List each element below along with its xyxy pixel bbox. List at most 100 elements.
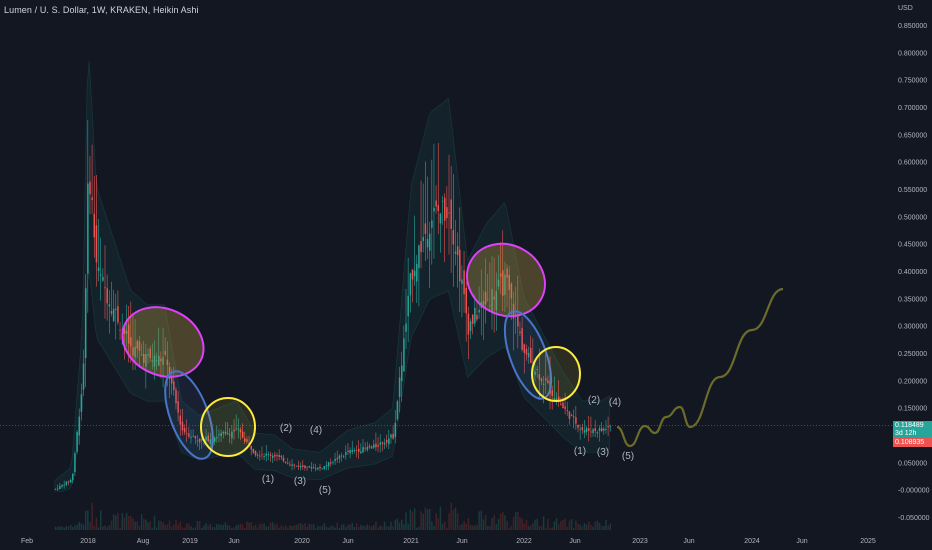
x-tick-label: Jun [342, 538, 353, 545]
volume-bar [140, 514, 143, 530]
volume-bar [598, 522, 601, 530]
candle-body [95, 225, 98, 263]
y-tick-label: 0.850000 [898, 23, 927, 30]
chart-title: Lumen / U. S. Dollar, 1W, KRAKEN, Heikin… [4, 5, 199, 15]
volume-bar [469, 524, 472, 530]
candle-body [381, 442, 384, 444]
volume-bar [499, 513, 502, 530]
y-tick-label: 0.800000 [898, 50, 927, 57]
candle-body [61, 484, 63, 487]
candle-body [89, 181, 91, 195]
y-tick-label: 0.400000 [898, 269, 927, 276]
candle-body [385, 440, 388, 443]
candle-body [523, 344, 526, 353]
volume-bar [108, 525, 111, 530]
volume-bar [224, 522, 227, 530]
volume-bar [416, 527, 418, 530]
volume-bar [560, 521, 562, 530]
candle-body [177, 401, 179, 413]
wave-label: (5) [319, 485, 331, 496]
candle-body [465, 287, 467, 314]
candle-body [244, 438, 246, 442]
volume-bar [222, 524, 225, 530]
volume-bar [495, 524, 498, 530]
volume-bar [342, 524, 345, 530]
candle-body [74, 453, 76, 473]
volume-bar [551, 527, 553, 530]
candle-body [269, 454, 272, 456]
volume-bar [99, 510, 102, 530]
candle-body [474, 307, 476, 324]
volume-bar [235, 525, 237, 530]
candle-body [394, 422, 397, 438]
volume-bar [547, 519, 549, 530]
candle-body [332, 462, 334, 463]
candle-body [529, 347, 532, 363]
volume-bar [321, 526, 323, 530]
candle-body [547, 380, 549, 383]
candle-body [190, 436, 192, 438]
candle-body [112, 308, 115, 322]
wave-label: (2) [280, 423, 292, 434]
candle-body [482, 301, 485, 308]
volume-bar [162, 522, 164, 530]
candle-body [259, 455, 261, 457]
candle-body [63, 484, 65, 486]
candle-body [370, 446, 373, 449]
candle-body [441, 200, 444, 202]
candle-body [420, 241, 422, 253]
candle-body [280, 455, 283, 458]
volume-bar [448, 513, 450, 530]
candle-body [411, 269, 414, 280]
time-axis[interactable]: Feb 2018 Aug 2019 Jun 2020 Jun 2021 Jun 2022 Jun 20… [21, 538, 876, 545]
candle-body [607, 426, 609, 428]
candle-body [396, 401, 399, 420]
volume-bar [463, 521, 465, 530]
x-tick-label: 2021 [403, 538, 419, 545]
volume-bar [130, 515, 132, 530]
candle-body [222, 431, 225, 434]
volume-bar [506, 521, 508, 530]
candle-body [364, 447, 366, 449]
volume-bar [396, 518, 399, 530]
volume-bar [59, 526, 61, 530]
candle-body [355, 450, 358, 451]
candle-body [338, 455, 341, 459]
candle-body [491, 288, 493, 312]
candle-body [508, 274, 510, 290]
ellipse-annotations [121, 242, 581, 460]
volume-bar [355, 523, 358, 530]
candle-body [431, 220, 433, 228]
volume-bar [304, 523, 306, 530]
volume-bar [517, 511, 519, 530]
candle-body [476, 315, 478, 320]
volume-bar [203, 525, 205, 530]
wave-label: (1) [574, 446, 586, 457]
x-tick-label: Jun [456, 538, 467, 545]
x-tick-label: 2020 [294, 538, 310, 545]
candle-body [93, 213, 96, 238]
candle-body [158, 355, 160, 366]
candle-body [142, 354, 145, 363]
volume-bar [168, 520, 171, 530]
volume-bar [549, 527, 551, 530]
volume-bar [323, 523, 326, 530]
volume-bar [557, 524, 560, 530]
volume-bar [375, 521, 377, 530]
candle-body [147, 354, 149, 356]
candle-body [398, 377, 401, 397]
candle-body [471, 314, 474, 324]
price-axis[interactable]: 0.850000 0.800000 0.750000 0.700000 0.650000… [898, 23, 930, 522]
candle-body [82, 363, 85, 390]
candle-body [317, 467, 319, 470]
volume-bar [297, 523, 300, 530]
candle-body [87, 183, 89, 274]
candle-body [342, 455, 345, 457]
candle-body [119, 329, 121, 331]
candle-body [493, 296, 495, 300]
volume-bar [256, 527, 259, 530]
volume-bar [381, 526, 384, 530]
candle-body [577, 425, 579, 428]
candle-body [433, 207, 435, 212]
